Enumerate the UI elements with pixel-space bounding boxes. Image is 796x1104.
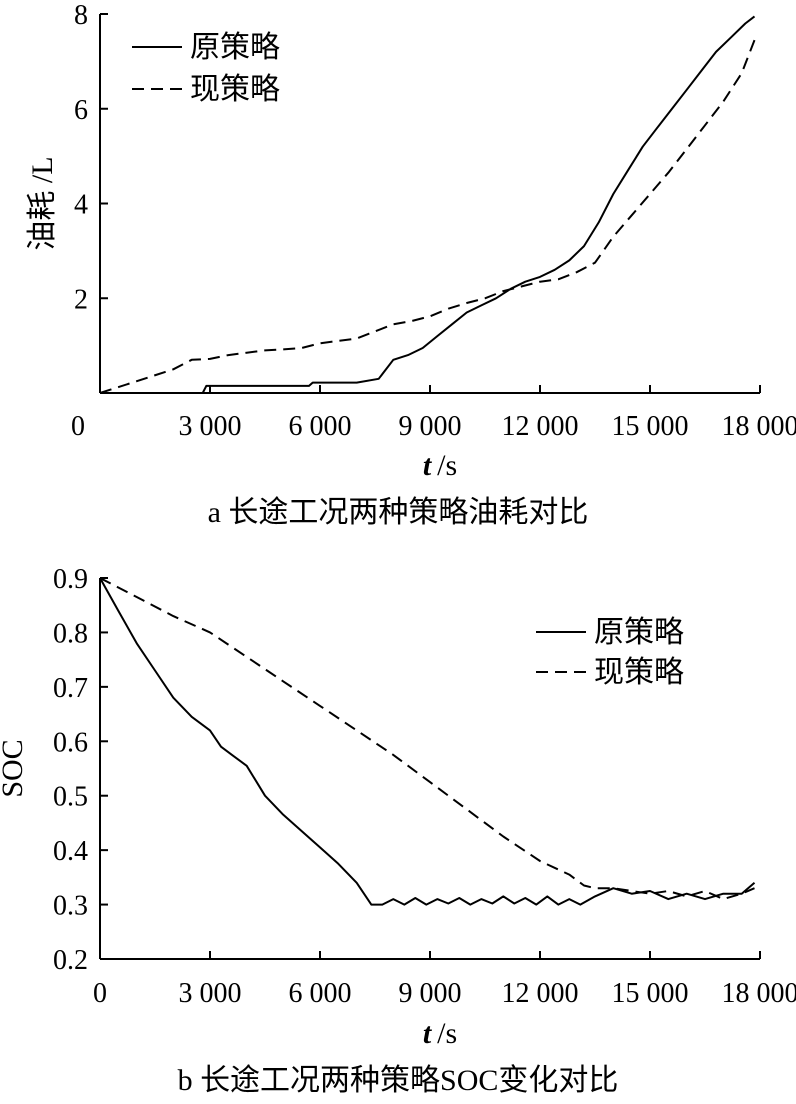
x-axis-title: t/s xyxy=(423,449,457,482)
y-tick-label: 0.8 xyxy=(53,618,88,649)
x-tick-label: 18 000 xyxy=(722,978,796,1009)
y-axis-title: SOC xyxy=(0,739,29,797)
y-tick-label: 0.6 xyxy=(53,727,88,758)
legend-label: 现策略 xyxy=(594,656,684,689)
x-tick-label: 15 000 xyxy=(612,978,689,1009)
y-tick-label: 0.4 xyxy=(53,836,88,867)
x-tick-label: 3 000 xyxy=(179,411,242,442)
y-tick-label: 2 xyxy=(74,284,88,315)
y-tick-label: 0.2 xyxy=(53,945,88,976)
legend-label: 原策略 xyxy=(594,616,684,649)
y-tick-label: 6 xyxy=(74,95,88,126)
origin-label: 0 xyxy=(71,411,85,442)
chart-caption: a 长途工况两种策略油耗对比 xyxy=(208,496,589,529)
legend-label: 原策略 xyxy=(190,31,280,64)
chart-a: 3 000 6 000 9 000 12 000 15 000 18 000 0 2 4 6 8 油耗… xyxy=(26,0,796,529)
y-tick-label: 4 xyxy=(74,190,88,221)
y-axis-title: 油耗 /L xyxy=(26,156,59,250)
x-tick-label: 6 000 xyxy=(289,978,352,1009)
x-tick-label: 9 000 xyxy=(399,411,462,442)
y-tick-label: 0.3 xyxy=(53,891,88,922)
series-line-original-strategy xyxy=(201,15,756,394)
x-tick-label: 12 000 xyxy=(502,411,579,442)
series-line-original-strategy xyxy=(99,577,756,906)
x-tick-label: 12 000 xyxy=(502,978,579,1009)
x-tick-label: 9 000 xyxy=(399,978,462,1009)
x-tick-label: 6 000 xyxy=(289,411,352,442)
series-line-new-strategy xyxy=(99,39,756,394)
y-tick-label: 0.9 xyxy=(53,564,88,595)
x-tick-label: 18 000 xyxy=(722,411,796,442)
series-line-new-strategy xyxy=(99,577,755,901)
x-tick-label: 3 000 xyxy=(179,978,242,1009)
legend-label: 现策略 xyxy=(190,73,280,106)
y-tick-label: 0.7 xyxy=(53,673,88,704)
chart-b: 0 3 000 6 000 9 000 12 000 15 000 18 000 0.2 0.3… xyxy=(0,564,796,1097)
x-tick-label: 0 xyxy=(93,978,107,1009)
y-tick-label: 8 xyxy=(74,0,88,31)
chart-caption: b 长途工况两种策略SOC变化对比 xyxy=(178,1064,619,1097)
x-axis-title: t/s xyxy=(423,1017,457,1050)
y-tick-label: 0.5 xyxy=(53,782,88,813)
x-tick-label: 15 000 xyxy=(612,411,689,442)
